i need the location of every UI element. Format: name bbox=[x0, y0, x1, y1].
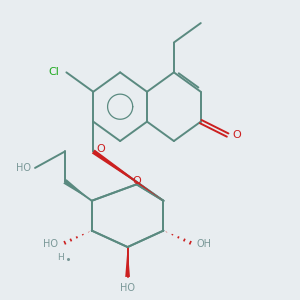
Polygon shape bbox=[125, 247, 130, 277]
Polygon shape bbox=[92, 149, 164, 201]
Text: HO: HO bbox=[120, 284, 135, 293]
Text: H: H bbox=[57, 253, 64, 262]
Text: Cl: Cl bbox=[48, 68, 59, 77]
Text: O: O bbox=[97, 143, 106, 154]
Text: HO: HO bbox=[43, 239, 58, 249]
Text: HO: HO bbox=[16, 163, 32, 173]
Text: O: O bbox=[232, 130, 241, 140]
Text: OH: OH bbox=[197, 239, 212, 249]
Text: O: O bbox=[132, 176, 141, 186]
Polygon shape bbox=[63, 179, 92, 201]
